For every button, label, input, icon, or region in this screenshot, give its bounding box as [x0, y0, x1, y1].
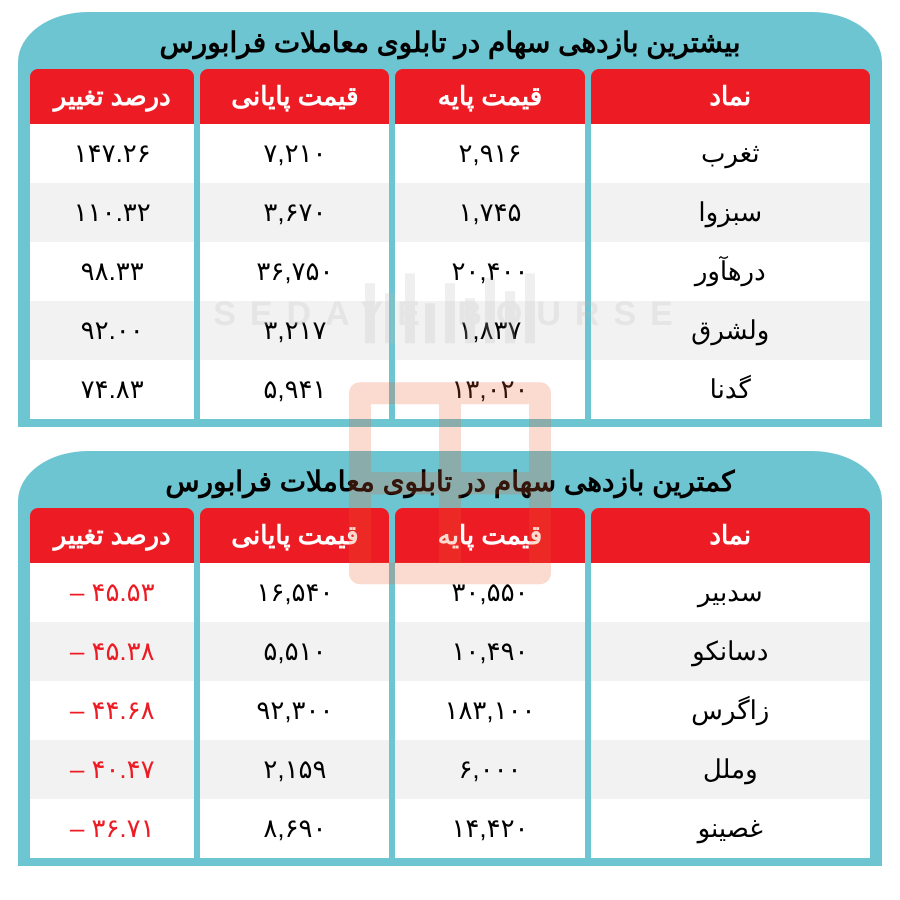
- top-gainers-panel: بیشترین بازدهی سهام در تابلوی معاملات فر…: [18, 12, 882, 427]
- cell-base: ۲,۹۱۶: [395, 124, 584, 183]
- cell-close: ۲,۱۵۹: [200, 740, 389, 799]
- col-header-change: درصد تغییر: [30, 69, 194, 124]
- col-header-symbol: نماد: [591, 69, 870, 124]
- table-row: درهآور ۲۰,۴۰۰ ۳۶,۷۵۰ ۹۸.۳۳: [30, 242, 870, 301]
- cell-close: ۵,۹۴۱: [200, 360, 389, 419]
- cell-close: ۹۲,۳۰۰: [200, 681, 389, 740]
- cell-close: ۳,۲۱۷: [200, 301, 389, 360]
- table-row: زاگرس ۱۸۳,۱۰۰ ۹۲,۳۰۰ – ۴۴.۶۸: [30, 681, 870, 740]
- cell-symbol: زاگرس: [591, 681, 870, 740]
- col-header-close: قیمت پایانی: [200, 508, 389, 563]
- cell-change: ۹۸.۳۳: [30, 242, 194, 301]
- cell-symbol: سبزوا: [591, 183, 870, 242]
- cell-change: – ۴۵.۵۳: [30, 563, 194, 622]
- col-header-base: قیمت پایه: [395, 69, 584, 124]
- table-row: دسانکو ۱۰,۴۹۰ ۵,۵۱۰ – ۴۵.۳۸: [30, 622, 870, 681]
- cell-close: ۸,۶۹۰: [200, 799, 389, 858]
- cell-base: ۲۰,۴۰۰: [395, 242, 584, 301]
- cell-change: – ۴۴.۶۸: [30, 681, 194, 740]
- cell-base: ۶,۰۰۰: [395, 740, 584, 799]
- cell-change: ۱۱۰.۳۲: [30, 183, 194, 242]
- col-header-change: درصد تغییر: [30, 508, 194, 563]
- cell-base: ۱۰,۴۹۰: [395, 622, 584, 681]
- cell-change: – ۳۶.۷۱: [30, 799, 194, 858]
- table-row: سبزوا ۱,۷۴۵ ۳,۶۷۰ ۱۱۰.۳۲: [30, 183, 870, 242]
- cell-close: ۳,۶۷۰: [200, 183, 389, 242]
- col-header-base: قیمت پایه: [395, 508, 584, 563]
- table-row: سدبیر ۳۰,۵۵۰ ۱۶,۵۴۰ – ۴۵.۵۳: [30, 563, 870, 622]
- table-row: وملل ۶,۰۰۰ ۲,۱۵۹ – ۴۰.۴۷: [30, 740, 870, 799]
- cell-symbol: وملل: [591, 740, 870, 799]
- cell-close: ۷,۲۱۰: [200, 124, 389, 183]
- cell-change: ۹۲.۰۰: [30, 301, 194, 360]
- col-header-close: قیمت پایانی: [200, 69, 389, 124]
- cell-close: ۱۶,۵۴۰: [200, 563, 389, 622]
- table-row: ولشرق ۱,۸۳۷ ۳,۲۱۷ ۹۲.۰۰: [30, 301, 870, 360]
- cell-change: ۷۴.۸۳: [30, 360, 194, 419]
- top-losers-title: کمترین بازدهی سهام در تابلوی معاملات فرا…: [18, 451, 882, 508]
- top-gainers-title: بیشترین بازدهی سهام در تابلوی معاملات فر…: [18, 12, 882, 69]
- cell-change: – ۴۵.۳۸: [30, 622, 194, 681]
- cell-base: ۱۳,۰۲۰: [395, 360, 584, 419]
- cell-base: ۱۴,۴۲۰: [395, 799, 584, 858]
- cell-symbol: غصینو: [591, 799, 870, 858]
- table-row: غصینو ۱۴,۴۲۰ ۸,۶۹۰ – ۳۶.۷۱: [30, 799, 870, 858]
- cell-symbol: گدنا: [591, 360, 870, 419]
- top-losers-panel: کمترین بازدهی سهام در تابلوی معاملات فرا…: [18, 451, 882, 866]
- table-row: ثغرب ۲,۹۱۶ ۷,۲۱۰ ۱۴۷.۲۶: [30, 124, 870, 183]
- col-header-symbol: نماد: [591, 508, 870, 563]
- top-gainers-table: نماد قیمت پایه قیمت پایانی درصد تغییر ثغ…: [18, 69, 882, 427]
- cell-symbol: سدبیر: [591, 563, 870, 622]
- cell-base: ۱,۷۴۵: [395, 183, 584, 242]
- cell-symbol: ثغرب: [591, 124, 870, 183]
- cell-close: ۵,۵۱۰: [200, 622, 389, 681]
- cell-change: ۱۴۷.۲۶: [30, 124, 194, 183]
- cell-base: ۱,۸۳۷: [395, 301, 584, 360]
- table-row: گدنا ۱۳,۰۲۰ ۵,۹۴۱ ۷۴.۸۳: [30, 360, 870, 419]
- top-losers-table: نماد قیمت پایه قیمت پایانی درصد تغییر سد…: [18, 508, 882, 866]
- cell-base: ۳۰,۵۵۰: [395, 563, 584, 622]
- cell-symbol: ولشرق: [591, 301, 870, 360]
- cell-symbol: درهآور: [591, 242, 870, 301]
- cell-symbol: دسانکو: [591, 622, 870, 681]
- cell-base: ۱۸۳,۱۰۰: [395, 681, 584, 740]
- cell-close: ۳۶,۷۵۰: [200, 242, 389, 301]
- cell-change: – ۴۰.۴۷: [30, 740, 194, 799]
